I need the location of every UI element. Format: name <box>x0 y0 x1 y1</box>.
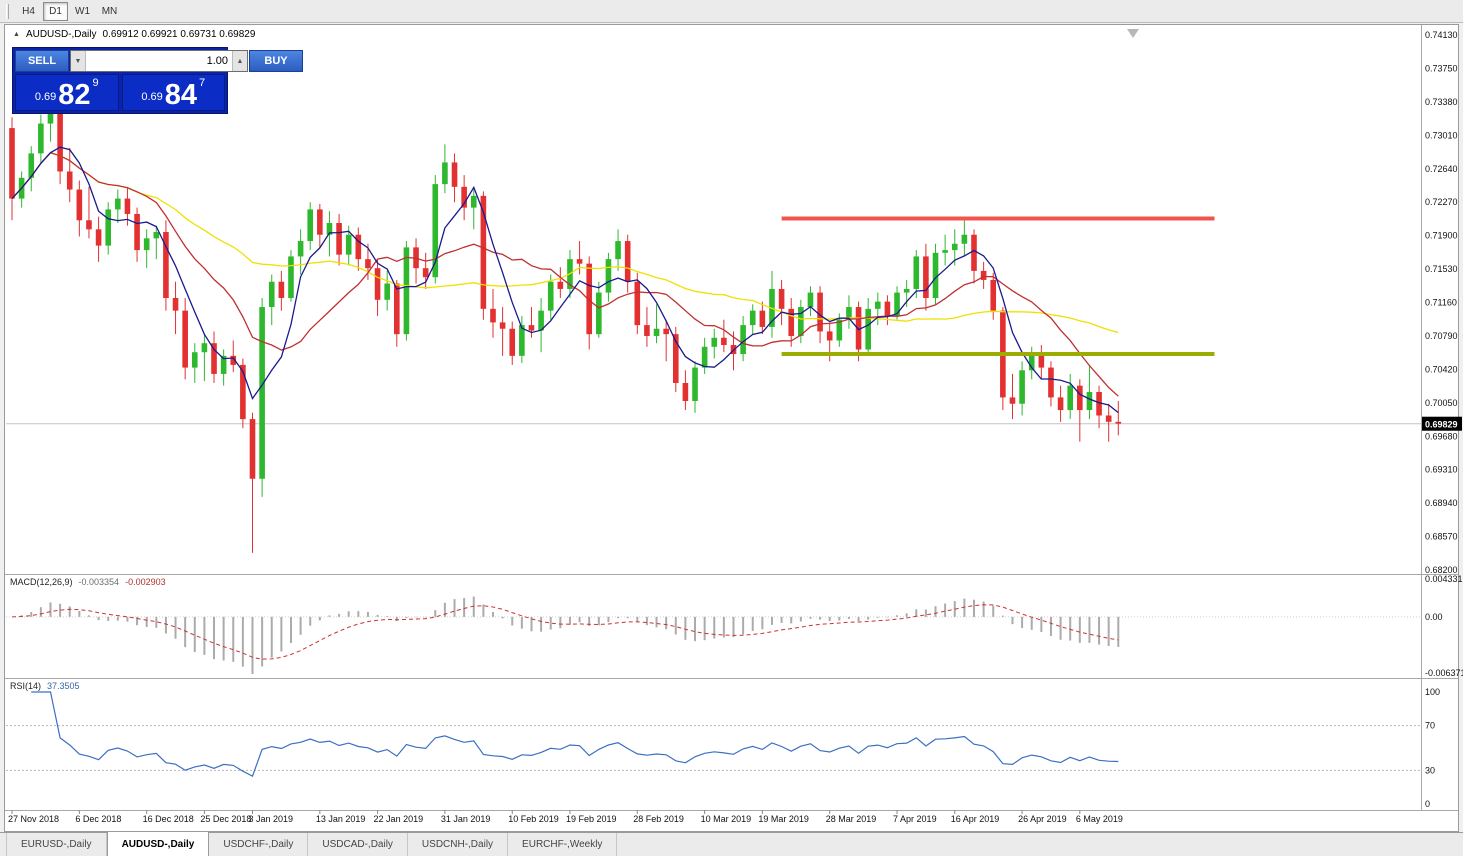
sell-price-display[interactable]: 0.69 82 9 <box>15 74 119 111</box>
svg-text:0.73750: 0.73750 <box>1425 63 1458 73</box>
svg-text:7 Apr 2019: 7 Apr 2019 <box>893 814 937 824</box>
svg-text:10 Mar 2019: 10 Mar 2019 <box>701 814 752 824</box>
timeframe-button-mn[interactable]: MN <box>101 5 118 17</box>
svg-text:31 Jan 2019: 31 Jan 2019 <box>441 814 491 824</box>
svg-text:28 Feb 2019: 28 Feb 2019 <box>633 814 684 824</box>
buy-price-display[interactable]: 0.69 84 7 <box>121 74 225 112</box>
rsi-indicator-label: RSI(14) 37.3505 <box>10 681 80 691</box>
buy-button[interactable]: BUY <box>249 50 303 72</box>
svg-text:0.68570: 0.68570 <box>1425 532 1458 542</box>
tab-usdchf-daily[interactable]: USDCHF-,Daily <box>209 833 309 856</box>
svg-text:0.72270: 0.72270 <box>1425 197 1458 207</box>
svg-text:30: 30 <box>1425 765 1435 775</box>
current-price-tag: 0.69829 <box>1422 416 1462 431</box>
svg-text:0.73010: 0.73010 <box>1425 130 1458 140</box>
buy-price-big-digits: 84 <box>164 79 198 112</box>
svg-text:0.70420: 0.70420 <box>1425 364 1458 374</box>
svg-text:0.69310: 0.69310 <box>1425 465 1458 475</box>
svg-text:0.70050: 0.70050 <box>1425 398 1458 408</box>
rsi-panel: 100 70 30 0 <box>6 687 1440 809</box>
svg-text:0: 0 <box>1425 799 1430 809</box>
svg-text:6 May 2019: 6 May 2019 <box>1076 814 1123 824</box>
volume-decrease-button[interactable]: ▼ <box>71 51 86 71</box>
svg-text:19 Mar 2019: 19 Mar 2019 <box>758 814 809 824</box>
sell-price-big-digits: 82 <box>58 79 91 112</box>
tab-usdcnh-daily[interactable]: USDCNH-,Daily <box>408 833 509 856</box>
sell-price-prefix: 0.69 <box>34 91 57 103</box>
price-axis: 0.74130 0.73750 0.73380 0.73010 0.72640 0.722… <box>1425 30 1458 575</box>
sell-price-pip-digit: 9 <box>92 77 99 89</box>
volume-control: ▼ ▲ <box>70 50 248 72</box>
chart-symbol-label: AUDUSD-,Daily <box>25 29 97 40</box>
svg-text:10 Feb 2019: 10 Feb 2019 <box>508 814 559 824</box>
svg-text:0.71160: 0.71160 <box>1425 298 1457 308</box>
macd-value: -0.003354 <box>78 577 120 587</box>
chart-ohlc-values: 0.69912 0.69921 0.69731 0.69829 <box>102 29 256 40</box>
svg-text:16 Apr 2019: 16 Apr 2019 <box>951 814 1000 824</box>
svg-text:28 Mar 2019: 28 Mar 2019 <box>826 814 877 824</box>
tab-eurusd-daily[interactable]: EURUSD-,Daily <box>6 833 107 856</box>
macd-signal-value: -0.002903 <box>125 577 166 587</box>
moving-average-lines <box>11 146 1119 414</box>
timeframe-button-d1[interactable]: D1 <box>43 1 68 21</box>
volume-increase-button[interactable]: ▲ <box>232 51 247 71</box>
svg-text:100: 100 <box>1425 687 1440 697</box>
buy-price-pip-digit: 7 <box>199 77 206 89</box>
timeframe-button-h4[interactable]: H4 <box>22 5 35 17</box>
volume-input[interactable] <box>86 51 232 71</box>
svg-text:27 Nov 2018: 27 Nov 2018 <box>8 814 59 824</box>
tab-usdcad-daily[interactable]: USDCAD-,Daily <box>308 833 408 856</box>
svg-text:0.68200: 0.68200 <box>1425 565 1458 575</box>
horizontal-trendlines <box>781 216 1215 357</box>
chart-tabbar: EURUSD-,Daily AUDUSD-,Daily USDCHF-,Dail… <box>0 832 1463 856</box>
svg-text:6 Dec 2018: 6 Dec 2018 <box>75 814 121 824</box>
svg-text:0.74130: 0.74130 <box>1425 30 1458 40</box>
svg-text:3 Jan 2019: 3 Jan 2019 <box>249 814 294 824</box>
svg-text:0.69680: 0.69680 <box>1425 431 1458 441</box>
rsi-value: 37.3505 <box>47 681 80 691</box>
svg-text:16 Dec 2018: 16 Dec 2018 <box>143 814 194 824</box>
svg-text:0.68940: 0.68940 <box>1425 498 1458 508</box>
macd-indicator-label: MACD(12,26,9) -0.003354 -0.002903 <box>10 577 166 587</box>
date-axis: 27 Nov 2018 6 Dec 2018 16 Dec 2018 25 Dec 2… <box>8 810 1123 824</box>
svg-text:70: 70 <box>1425 721 1435 731</box>
tab-eurchf-weekly[interactable]: EURCHF-,Weekly <box>508 833 618 856</box>
svg-text:0.69829: 0.69829 <box>1425 420 1458 430</box>
svg-text:0.72640: 0.72640 <box>1425 164 1458 174</box>
one-click-panel-toggle-icon[interactable]: ▲ <box>13 31 20 38</box>
chart-shift-marker <box>1127 29 1139 38</box>
macd-panel: 0.004331 0.00 -0.006371 <box>6 574 1463 678</box>
timeframe-button-w1[interactable]: W1 <box>75 5 90 17</box>
svg-text:13 Jan 2019: 13 Jan 2019 <box>316 814 366 824</box>
chevron-up-icon: ▲ <box>236 57 244 65</box>
sell-button[interactable]: SELL <box>15 50 69 72</box>
svg-text:0.71900: 0.71900 <box>1425 231 1458 241</box>
svg-text:0.73380: 0.73380 <box>1425 97 1458 107</box>
toolbar-grip[interactable] <box>6 3 9 19</box>
tab-audusd-daily[interactable]: AUDUSD-,Daily <box>106 832 210 856</box>
panel-separators <box>5 25 1458 811</box>
svg-text:25 Dec 2018: 25 Dec 2018 <box>200 814 251 824</box>
svg-text:19 Feb 2019: 19 Feb 2019 <box>566 814 617 824</box>
svg-text:26 Apr 2019: 26 Apr 2019 <box>1018 814 1067 824</box>
chart-ohlc-readout: ▲ AUDUSD-,Daily 0.69912 0.69921 0.69731 … <box>13 29 255 40</box>
rsi-name: RSI(14) <box>10 681 42 691</box>
timeframe-toolbar: H4 D1 W1 MN <box>0 0 1463 23</box>
svg-text:0.70790: 0.70790 <box>1425 331 1458 341</box>
svg-text:0.004331: 0.004331 <box>1425 574 1463 584</box>
candles <box>9 103 1122 553</box>
macd-name: MACD(12,26,9) <box>10 577 73 587</box>
chart-window <box>4 24 1459 832</box>
svg-text:22 Jan 2019: 22 Jan 2019 <box>374 814 424 824</box>
svg-text:0.00: 0.00 <box>1425 612 1443 622</box>
svg-text:0.71530: 0.71530 <box>1425 264 1458 274</box>
one-click-trading-panel: SELL ▼ ▲ BUY 0.69 82 9 0.69 84 7 <box>12 47 303 114</box>
svg-text:-0.006371: -0.006371 <box>1425 668 1463 678</box>
chevron-down-icon: ▼ <box>74 57 82 65</box>
buy-price-prefix: 0.69 <box>141 91 163 103</box>
